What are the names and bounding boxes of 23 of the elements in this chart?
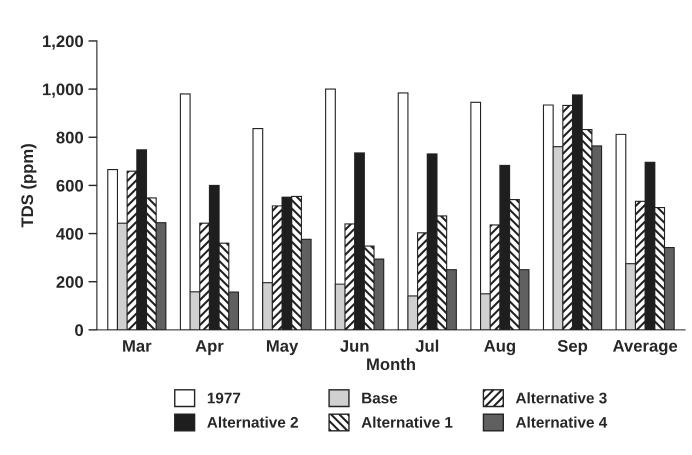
y-tick-label: 800	[56, 132, 84, 144]
x-tick-label: Aug	[484, 340, 515, 356]
legend-label: Alternative 1	[362, 416, 452, 428]
y-axis-title: TDS (ppm)	[20, 144, 36, 228]
legend-label: Alternative 2	[207, 416, 298, 428]
x-tick-label: May	[266, 340, 298, 356]
legend-label: 1977	[208, 392, 240, 404]
y-tick-label: 600	[56, 180, 84, 192]
y-tick-label: 1,000	[43, 84, 84, 98]
x-tick-label: Sep	[558, 340, 588, 356]
legend-label: Alternative 3	[516, 392, 607, 404]
x-tick-label: Average	[612, 340, 678, 356]
x-tick-label: Jul	[416, 340, 438, 352]
y-tick-label: 200	[56, 276, 84, 288]
x-tick-label: Jun	[340, 340, 368, 352]
y-tick-label: 1,200	[43, 35, 84, 50]
y-tick-label: 0	[75, 324, 84, 336]
y-tick-label: 400	[56, 228, 84, 240]
x-tick-label: Apr	[196, 340, 224, 356]
x-axis-title: Month	[367, 358, 415, 370]
x-tick-label: Mar	[123, 340, 152, 352]
legend-label: Base	[362, 392, 398, 404]
legend-label: Alternative 4	[516, 416, 608, 428]
